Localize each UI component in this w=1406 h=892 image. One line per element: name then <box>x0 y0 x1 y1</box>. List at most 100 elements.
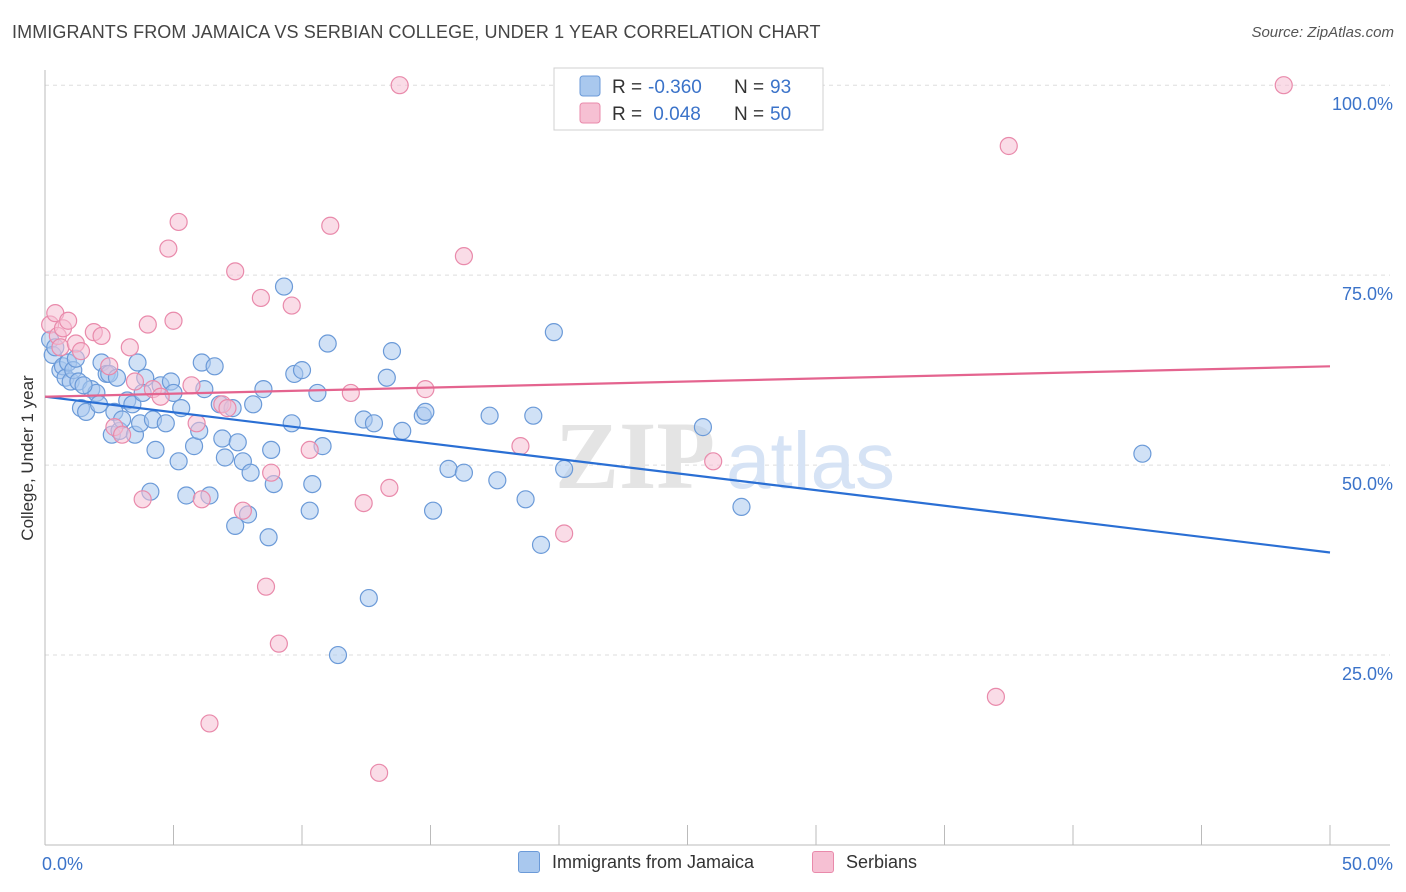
point-jamaica-45 <box>205 357 224 376</box>
point-serbians-40 <box>380 478 399 497</box>
point-jamaica-37 <box>169 452 188 471</box>
point-serbians-3 <box>51 338 70 357</box>
point-jamaica-70 <box>359 588 378 608</box>
point-serbians-23 <box>187 414 206 433</box>
source-label: Source: ZipAtlas.com <box>1251 24 1394 41</box>
point-serbians-29 <box>233 501 252 520</box>
legend-swatch-jamaica <box>579 75 601 97</box>
y-tick-labels: 25.0% 50.0% 75.0% 100.0% <box>1332 94 1393 684</box>
legend-item-serbians[interactable]: Serbians <box>812 851 917 873</box>
point-serbians-35 <box>300 440 319 460</box>
y-tick-label-1: 50.0% <box>1342 474 1393 494</box>
legend-bottom: Immigrants from Jamaica Serbians <box>0 851 1406 879</box>
point-serbians-9 <box>92 326 111 346</box>
point-jamaica-82 <box>516 490 535 509</box>
point-jamaica-88 <box>732 497 751 516</box>
point-jamaica-47 <box>213 429 232 448</box>
point-jamaica-83 <box>524 406 543 425</box>
point-jamaica-51 <box>228 433 247 452</box>
point-jamaica-73 <box>382 342 402 361</box>
point-serbians-5 <box>59 311 78 330</box>
point-serbians-42 <box>416 380 435 399</box>
point-serbians-13 <box>120 338 139 357</box>
point-jamaica-81 <box>488 471 507 490</box>
point-jamaica-56 <box>254 380 273 399</box>
point-serbians-18 <box>151 387 170 406</box>
point-jamaica-60 <box>274 277 294 296</box>
legend-swatch-serbians <box>579 102 601 124</box>
point-serbians-28 <box>226 262 245 281</box>
point-jamaica-89 <box>1133 444 1152 463</box>
point-serbians-41 <box>390 76 409 95</box>
point-jamaica-40 <box>184 437 204 456</box>
point-jamaica-72 <box>377 368 396 387</box>
watermark-zip: ZIP <box>555 402 715 509</box>
point-jamaica-90 <box>328 645 348 665</box>
x-tick-labels: 0.0% 50.0% <box>42 854 1393 874</box>
point-serbians-27 <box>218 399 237 418</box>
legend-n-label-jamaica: N = <box>734 77 764 98</box>
point-serbians-10 <box>100 357 119 376</box>
point-jamaica-27 <box>128 353 147 372</box>
point-jamaica-61 <box>282 414 301 433</box>
watermark: ZIP atlas <box>555 402 895 509</box>
point-serbians-20 <box>164 311 183 330</box>
legend-n-value-serbians: 50 <box>770 104 791 125</box>
point-jamaica-78 <box>439 459 458 478</box>
point-jamaica-50 <box>226 516 245 535</box>
trend-lines <box>44 365 1331 554</box>
x-tick-label-0: 0.0% <box>42 854 83 874</box>
point-jamaica-91 <box>74 376 93 395</box>
point-serbians-36 <box>321 216 340 235</box>
point-jamaica-79 <box>454 463 474 482</box>
legend-n-label-serbians: N = <box>734 104 764 125</box>
legend-swatch-jamaica-bottom <box>518 851 540 873</box>
point-jamaica-74 <box>393 421 412 441</box>
point-jamaica-85 <box>544 323 563 342</box>
point-serbians-16 <box>138 315 157 334</box>
point-jamaica-87 <box>693 418 713 437</box>
legend-r-value-serbians: 0.048 <box>648 104 701 125</box>
point-serbians-7 <box>71 342 91 361</box>
point-jamaica-84 <box>531 535 551 554</box>
legend-label-serbians: Serbians <box>846 851 918 872</box>
point-serbians-25 <box>200 714 219 733</box>
legend-top: R = -0.360 N = 93 R = 0.048 N = 50 <box>553 67 824 131</box>
watermark-atlas: atlas <box>726 416 895 505</box>
y-tick-label-0: 25.0% <box>1342 664 1393 684</box>
point-jamaica-80 <box>480 406 499 425</box>
axes <box>44 70 1390 846</box>
legend-item-jamaica[interactable]: Immigrants from Jamaica <box>518 851 754 873</box>
point-jamaica-77 <box>423 501 443 520</box>
point-jamaica-48 <box>215 448 234 467</box>
legend-r-value-jamaica: -0.360 <box>648 77 702 98</box>
legend-swatch-serbians-bottom <box>812 851 834 873</box>
point-serbians-33 <box>269 634 288 653</box>
point-serbians-32 <box>262 463 281 482</box>
point-serbians-39 <box>370 763 389 782</box>
point-jamaica-55 <box>244 395 263 414</box>
point-jamaica-34 <box>156 414 175 433</box>
point-serbians-44 <box>511 437 530 456</box>
point-jamaica-64 <box>300 501 319 520</box>
point-serbians-49 <box>1274 76 1293 95</box>
point-jamaica-54 <box>241 463 260 482</box>
point-serbians-22 <box>182 376 201 395</box>
x-tick-label-1: 50.0% <box>1342 854 1393 874</box>
y-tick-label-3: 100.0% <box>1332 94 1393 114</box>
point-jamaica-71 <box>364 414 384 433</box>
point-jamaica-57 <box>259 528 278 547</box>
point-jamaica-63 <box>292 361 312 380</box>
point-serbians-31 <box>256 577 276 596</box>
point-jamaica-58 <box>262 440 281 460</box>
point-serbians-34 <box>282 296 301 315</box>
chart-title: IMMIGRANTS FROM JAMAICA VS SERBIAN COLLE… <box>12 22 821 42</box>
legend-r-label-serbians: R = <box>612 104 642 125</box>
point-serbians-24 <box>192 490 211 509</box>
point-serbians-43 <box>454 247 474 266</box>
legend-label-jamaica: Immigrants from Jamaica <box>552 851 755 872</box>
point-serbians-46 <box>704 452 723 471</box>
point-serbians-30 <box>251 288 270 308</box>
point-jamaica-68 <box>318 334 337 353</box>
